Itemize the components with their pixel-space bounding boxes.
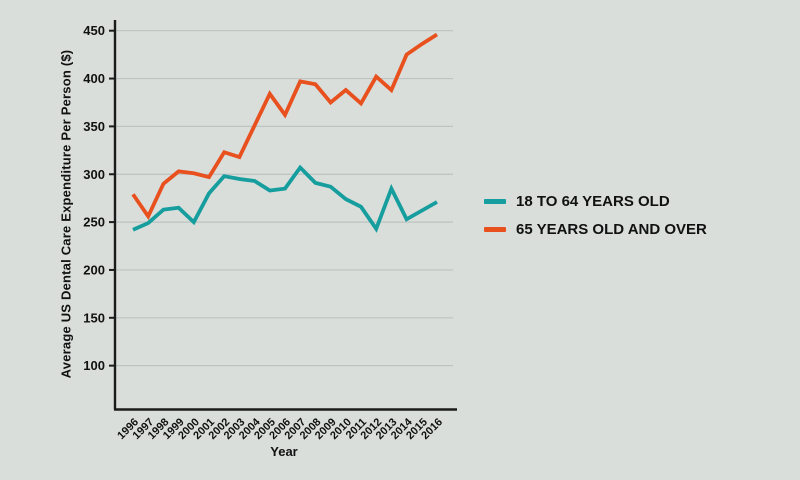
y-tick-label: 200 [83, 262, 105, 277]
x-axis-title: Year [270, 444, 298, 459]
legend-label: 18 TO 64 YEARS OLD [516, 193, 670, 210]
series-line-65-years-old-and-over [131, 32, 439, 221]
y-tick-label: 150 [83, 310, 105, 325]
series-line-18-to-64-years-old [132, 164, 438, 233]
legend-item-18-to-64: 18 TO 64 YEARS OLD [484, 193, 707, 210]
y-tick-label: 450 [83, 23, 105, 38]
y-tick-label: 300 [83, 167, 105, 182]
y-tick-label: 350 [83, 119, 105, 134]
y-tick-label: 100 [83, 358, 105, 373]
legend-swatch-teal [484, 199, 506, 204]
legend-item-65-and-over: 65 YEARS OLD AND OVER [484, 221, 707, 238]
y-tick-label: 250 [83, 215, 105, 230]
legend: 18 TO 64 YEARS OLD 65 YEARS OLD AND OVER [484, 193, 707, 238]
legend-swatch-orange [484, 227, 506, 232]
y-tick-label: 400 [83, 71, 105, 86]
legend-label: 65 YEARS OLD AND OVER [516, 221, 707, 238]
